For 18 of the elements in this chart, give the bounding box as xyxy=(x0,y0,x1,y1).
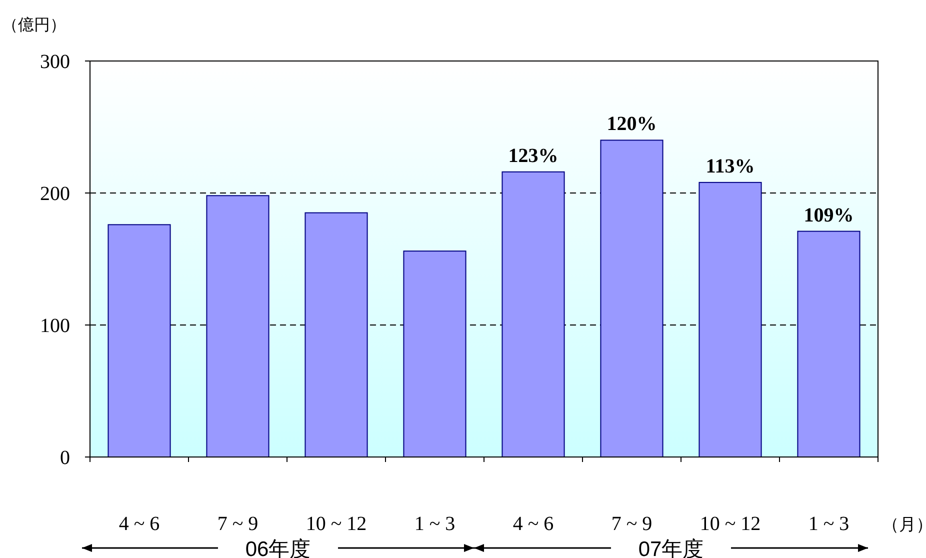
x-tick-label: 7 ~ 9 xyxy=(611,513,652,535)
annotation: 120% xyxy=(606,113,657,136)
y-tick-label: 100 xyxy=(40,315,70,337)
x-axis-title: （月） xyxy=(882,515,926,534)
y-tick-label: 200 xyxy=(40,183,70,205)
x-tick-label: 10 ~ 12 xyxy=(700,513,761,535)
y-tick-label: 300 xyxy=(40,51,70,73)
y-tick-label: 0 xyxy=(60,447,70,469)
x-tick-label: 4 ~ 6 xyxy=(118,513,160,535)
annotation: 109% xyxy=(804,204,854,226)
x-tick-label: 1 ~ 3 xyxy=(414,513,456,535)
x-tick-label: 4 ~ 6 xyxy=(512,513,554,535)
annotation: 113% xyxy=(706,155,755,178)
annotation: 123% xyxy=(508,144,558,167)
y-axis-title: （億円） xyxy=(2,16,66,34)
x-tick-label: 7 ~ 9 xyxy=(217,513,258,535)
x-tick-label: 1 ~ 3 xyxy=(808,513,850,535)
x-tick-label: 10 ~ 12 xyxy=(306,513,367,535)
